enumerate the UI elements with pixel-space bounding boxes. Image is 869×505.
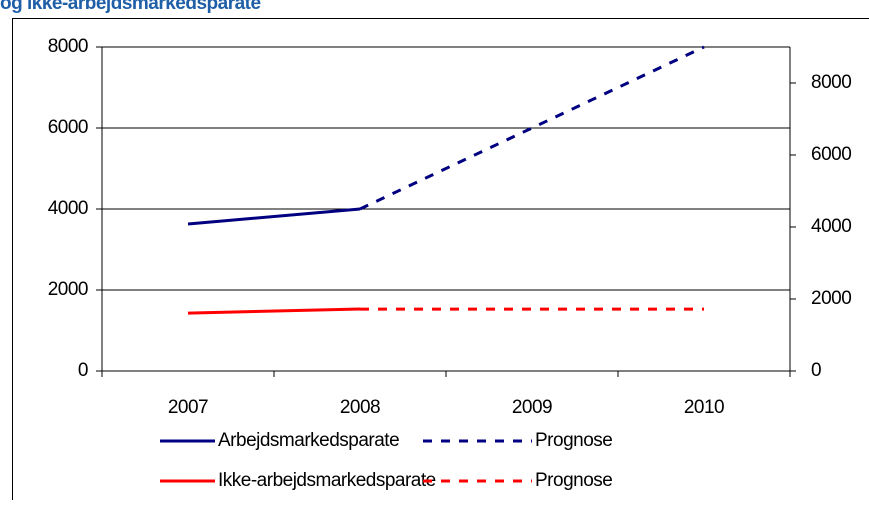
y-tick-label: 0: [78, 360, 88, 381]
x-tick-label: 2007: [168, 397, 208, 418]
chart-title: og ikke-arbejdsmarkedsparate: [0, 0, 261, 14]
legend-label: Arbejdsmarkedsparate: [218, 430, 399, 451]
legend-label: Prognose: [535, 430, 612, 451]
legend-label: Prognose: [535, 470, 612, 491]
y2-tick-label: 0: [811, 360, 821, 381]
x-tick-label: 2009: [512, 397, 552, 418]
y-tick-label: 6000: [48, 117, 88, 138]
y-tick-label: 2000: [48, 279, 88, 300]
legend-label: Ikke-arbejdsmarkedsparate: [218, 470, 436, 491]
y2-tick-label: 2000: [811, 288, 851, 309]
y2-tick-label: 8000: [811, 72, 851, 93]
y-tick-label: 8000: [48, 36, 88, 57]
chart-frame: [13, 19, 869, 501]
x-tick-label: 2008: [340, 397, 380, 418]
x-tick-label: 2010: [684, 397, 724, 418]
y2-tick-label: 4000: [811, 216, 851, 237]
y2-tick-label: 6000: [811, 144, 851, 165]
y-tick-label: 4000: [48, 198, 88, 219]
